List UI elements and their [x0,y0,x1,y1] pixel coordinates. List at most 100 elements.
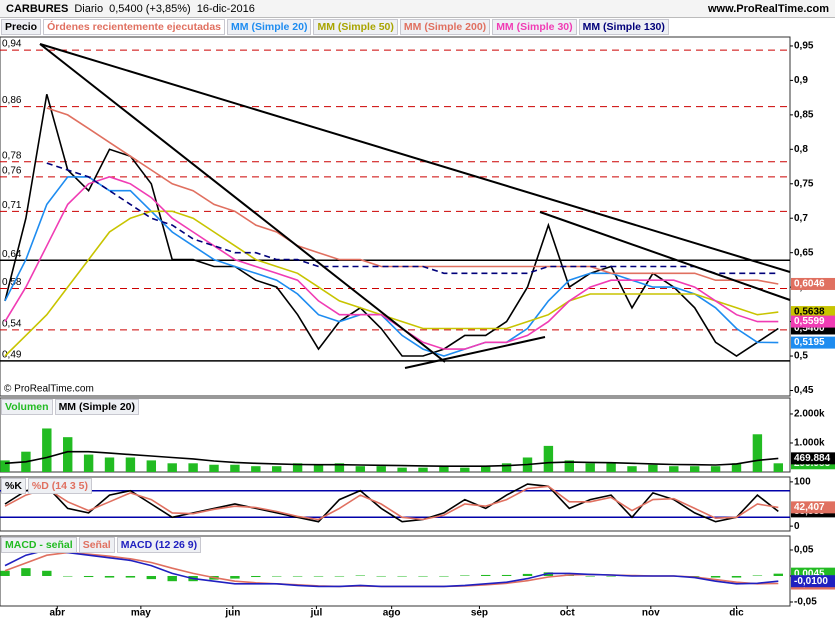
y-tick-label: 0,9 [794,75,808,86]
x-tick-label: may [131,608,151,619]
bar [251,466,261,472]
bar [292,575,303,577]
bar [63,575,73,577]
bar [42,428,52,472]
bar [710,466,721,472]
date: 16-dic-2016 [196,2,255,15]
series-line [4,485,779,521]
last-value-box [791,452,835,465]
last-value-label: 0,0045 [794,568,825,579]
bar [731,575,742,578]
legend: Precio Órdenes recientemente ejecutadas MM… [1,19,671,35]
bar [272,575,282,577]
bar [292,463,303,472]
level-label: 0,94 [2,39,22,50]
last-value-label: 469.884 [794,453,831,464]
bar [355,466,366,472]
x-tick-label: oct [560,608,576,619]
bar [585,463,595,472]
last-value-box [791,315,835,328]
legend-entry: %K [1,478,26,494]
level-label: 0,49 [2,349,22,360]
y-tick-label: 0,8 [794,144,808,155]
panel: 100 0 [0,476,811,532]
trend-line [39,43,446,363]
last-value-box [791,575,835,588]
bar [397,467,407,472]
series-line [4,549,779,588]
y-tick-label: 1.000k [794,438,825,449]
legend-entry: MACD (12 26 9) [116,537,202,553]
y-tick-label: 2.000k [794,409,825,420]
x-tick-label: jul [310,608,323,619]
bar [648,464,658,472]
bar [501,463,512,472]
last-value-label: 0,5400 [794,323,825,334]
panel-frame [0,476,791,532]
header-bar: CARBURES Diario 0,5400 (+3,85%) 16-dic-2… [0,0,835,18]
level-label: 0,78 [2,150,22,161]
legend-entry: MM (Simple 130) [578,19,669,35]
bar [146,575,157,580]
bar [460,575,470,576]
bar [376,466,386,472]
bar [481,574,491,576]
bar [460,467,470,472]
legend: Volumen MM (Simple 20) [1,399,141,415]
level-label: 0,71 [2,200,22,211]
bar [773,463,783,472]
bar [564,460,575,472]
trend-line [39,43,791,273]
bar [439,575,449,577]
last-value-box [791,336,835,349]
series-line [4,210,779,357]
y-tick-label: 0,5 [794,351,808,362]
bar [63,437,73,472]
bar [21,568,31,576]
legend-entry: MM (Simple 30) [492,19,577,35]
y-tick-label: 0,45 [794,385,814,396]
bar [83,454,94,472]
y-tick-label: 0,75 [794,178,814,189]
series-line [4,450,779,467]
legend-entry: MM (Simple 50) [313,19,398,35]
legend: MACD - señal Señal MACD (12 26 9) [1,537,203,553]
last-value-label: 0,6046 [794,279,825,290]
y-tick-label: 0 [794,521,800,532]
legend-entry: Precio [1,19,42,35]
last-value-label: 0,5638 [794,307,825,318]
bar [355,575,366,576]
bar [585,575,595,577]
bar [543,445,554,472]
bar [418,467,428,472]
bar [146,460,157,472]
bar [773,573,783,576]
bar [313,464,324,472]
series-line [46,162,779,275]
last-labels: 0,54000,51950,56380,60460,5599299.985469… [791,277,835,590]
x-tick-label: jun [224,608,240,619]
bar [104,457,115,472]
bar [376,575,386,577]
level-label: 0,76 [2,166,22,177]
level-label: 0,64 [2,249,22,260]
bar [439,466,449,472]
y-tick-label: 0,7 [794,213,808,224]
last-value-box [791,501,835,514]
legend-entry: MM (Simple 200) [399,19,491,35]
bar [0,570,10,576]
legend-entry: Volumen [1,399,53,415]
legend-note: Órdenes recientemente ejecutadas [43,19,226,35]
bar [0,460,10,472]
x-tick-label: abr [49,608,65,619]
bar [251,575,261,578]
bar [104,575,115,578]
symbol: CARBURES [6,2,69,15]
bar [209,464,219,472]
bar [669,466,679,472]
y-tick-label: -0,05 [794,597,817,608]
panel-frame [0,36,791,397]
bar [230,464,240,472]
last-value-label: -0,0100 [794,576,828,587]
bar [125,457,136,472]
